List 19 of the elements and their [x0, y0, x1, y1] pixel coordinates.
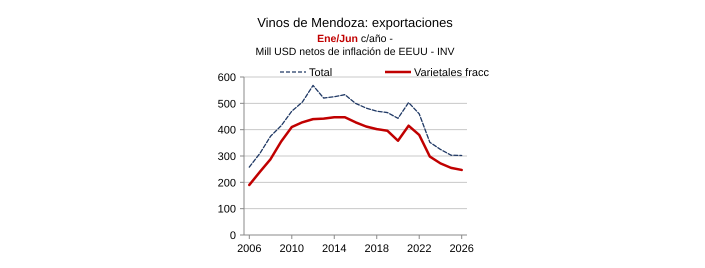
- legend-label: Total: [309, 67, 332, 79]
- y-tick-label: 500: [218, 98, 236, 110]
- x-tick-label: 2014: [322, 243, 347, 255]
- x-tick-label: 2018: [364, 243, 389, 255]
- x-tick-label: 2006: [237, 243, 262, 255]
- legend-label: Varietales fracc: [414, 67, 490, 79]
- x-tick-label: 2026: [449, 243, 474, 255]
- y-tick-label: 0: [230, 230, 236, 242]
- line-series: [248, 84, 462, 168]
- chart-subtitle: Ene/Jun c/año - Mill USD netos de inflación de EEUU - INV: [256, 33, 454, 58]
- y-tick-label: 100: [218, 204, 236, 216]
- y-tick-label: 300: [218, 151, 236, 163]
- x-tick-label: 2022: [406, 243, 432, 255]
- line-series: [248, 116, 463, 186]
- x-tick-label: 2010: [280, 243, 304, 255]
- y-tick-label: 200: [218, 177, 236, 190]
- chart-title: Vinos de Mendoza: exportaciones: [257, 15, 454, 30]
- y-tick-label: 600: [218, 72, 236, 84]
- y-tick-label: 400: [218, 124, 236, 137]
